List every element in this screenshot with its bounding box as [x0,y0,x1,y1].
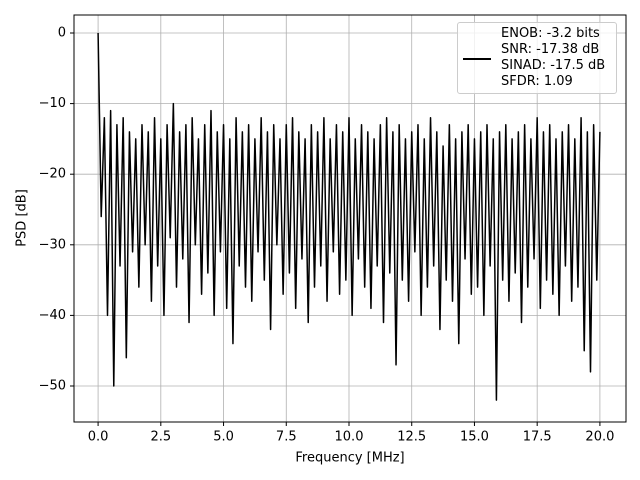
x-tick-label: 5.0 [213,430,234,445]
y-tick-label: −30 [39,237,66,252]
y-tick-label: −40 [39,308,66,323]
legend: ENOB: -3.2 bits SNR: -17.38 dB SINAD: -1… [457,22,617,94]
y-tick-label: −10 [39,96,66,111]
x-tick-label: 17.5 [523,430,552,445]
x-tick-label: 12.5 [397,430,426,445]
y-tick-label: −50 [39,378,66,393]
x-axis-label: Frequency [MHz] [295,451,404,466]
y-axis-label: PSD [dB] [15,189,30,247]
y-tick-label: 0 [58,26,66,41]
x-tick-label: 15.0 [460,430,489,445]
axes-frame [73,14,627,423]
y-tick-label: −20 [39,167,66,182]
legend-label: ENOB: -3.2 bits SNR: -17.38 dB SINAD: -1… [501,26,606,89]
x-tick-label: 0.0 [88,430,109,445]
x-tick-label: 10.0 [335,430,364,445]
x-tick-label: 7.5 [276,430,297,445]
x-tick-label: 2.5 [150,430,171,445]
x-tick-label: 20.0 [585,430,614,445]
data-line [97,32,601,401]
legend-swatch [463,58,491,60]
